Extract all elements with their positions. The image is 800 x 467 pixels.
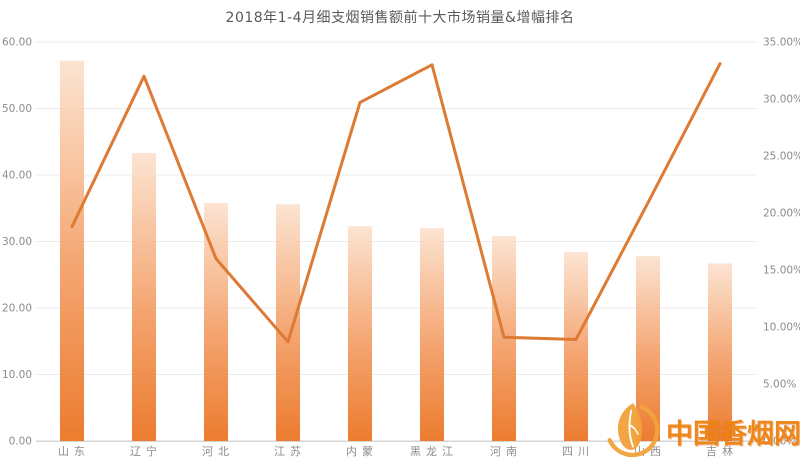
left-axis-tick-label: 30.00 xyxy=(2,236,32,248)
trend-line xyxy=(70,62,722,344)
category-label: 江苏 xyxy=(274,445,306,458)
right-axis-tick-label: 35.00% xyxy=(763,37,800,49)
left-axis-tick-label: 40.00 xyxy=(2,170,32,182)
bar xyxy=(60,60,84,442)
bar xyxy=(564,252,588,441)
right-axis-tick-label: 0.00% xyxy=(763,436,796,448)
left-axis-tick-label: 60.00 xyxy=(2,37,32,49)
category-label: 吉林 xyxy=(706,444,738,458)
right-axis-tick-label: 10.00% xyxy=(763,322,800,334)
bar xyxy=(348,226,372,441)
category-label: 四川 xyxy=(562,445,594,458)
category-label: 河北 xyxy=(202,445,234,458)
right-axis-tick-label: 25.00% xyxy=(763,151,800,163)
right-axis-tick-label: 30.00% xyxy=(763,94,800,106)
category-label: 黑龙江 xyxy=(410,445,458,458)
right-axis-tick-label: 5.00% xyxy=(763,379,796,391)
bar xyxy=(204,202,228,441)
left-axis-tick-label: 10.00 xyxy=(2,369,32,381)
left-axis-tick-label: 0.00 xyxy=(9,436,32,448)
bar xyxy=(276,204,300,441)
right-axis-tick-label: 20.00% xyxy=(763,208,800,220)
bar xyxy=(636,256,660,441)
category-label: 山东 xyxy=(58,445,90,458)
bar xyxy=(132,153,156,441)
bar xyxy=(708,263,732,441)
bar xyxy=(420,228,444,441)
category-label: 河南 xyxy=(490,445,522,458)
chart-title: 2018年1-4月细支烟销售额前十大市场销量&增幅排名 xyxy=(225,10,575,26)
left-axis-tick-label: 20.00 xyxy=(2,303,32,315)
left-axis-tick-label: 50.00 xyxy=(2,103,32,115)
category-label: 辽宁 xyxy=(130,444,162,458)
category-label: 内蒙 xyxy=(346,444,378,458)
category-label: 山西 xyxy=(634,445,666,458)
right-axis-tick-label: 15.00% xyxy=(763,265,800,277)
